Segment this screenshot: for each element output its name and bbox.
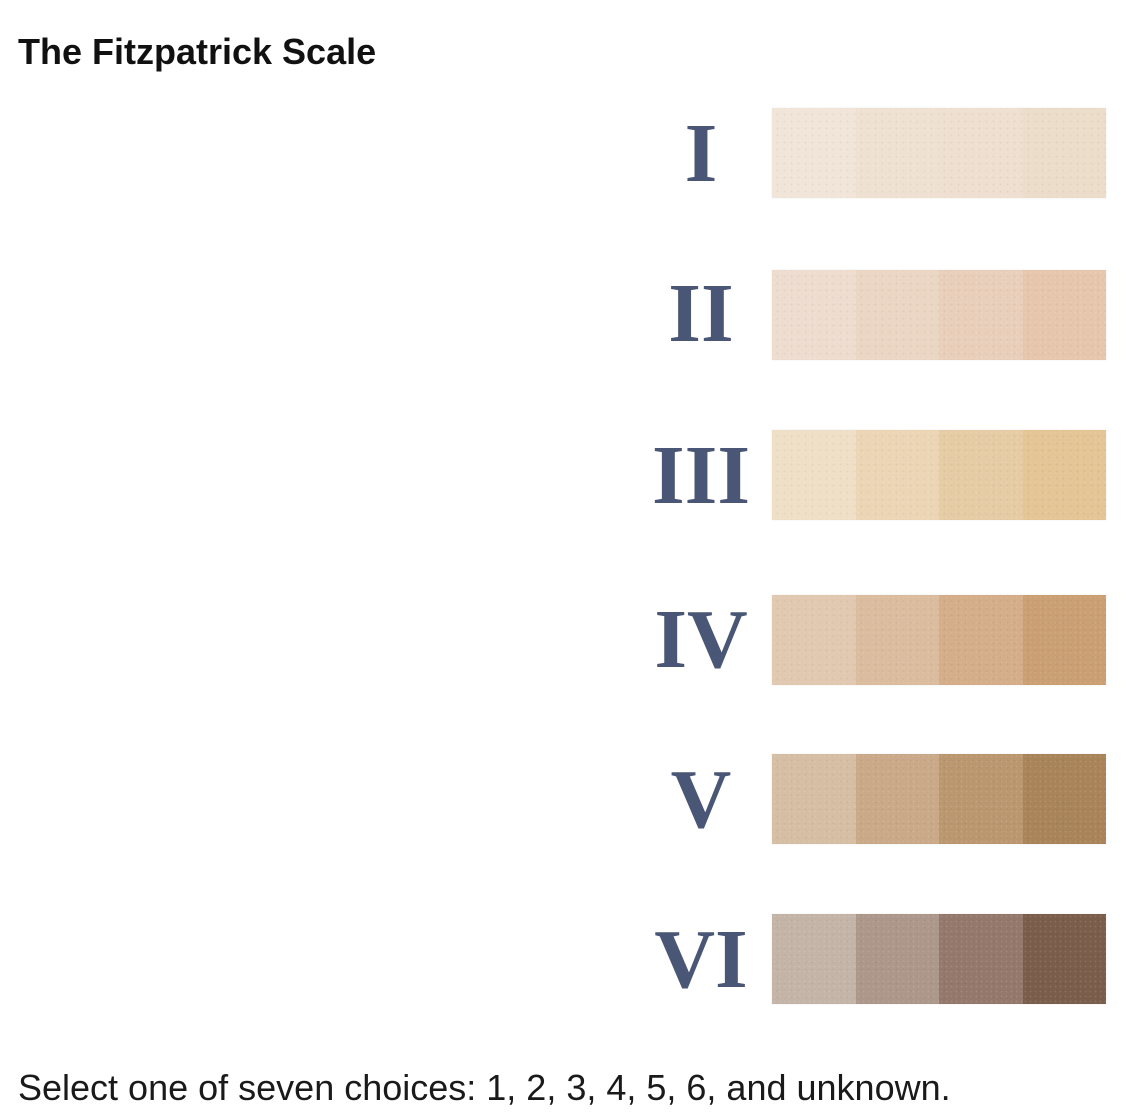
swatch-cell [855, 595, 939, 685]
swatch-cell [1022, 430, 1106, 520]
swatch-cell [1022, 108, 1106, 198]
skin-tone-swatch [772, 595, 1106, 685]
swatch-cell [1022, 270, 1106, 360]
swatch-cell [855, 430, 939, 520]
swatch-cell [939, 754, 1023, 844]
skin-tone-swatch [772, 108, 1106, 198]
scale-row-type-3: III [640, 428, 1110, 524]
swatch-cell [939, 595, 1023, 685]
swatch-cell [772, 754, 856, 844]
scale-row-type-4: IV [640, 592, 1110, 688]
scale-row-type-1: I [640, 106, 1110, 202]
scale-row-type-5: V [640, 752, 1110, 848]
swatch-cell [772, 270, 856, 360]
swatch-cell [939, 914, 1023, 1004]
swatch-cell [1022, 754, 1106, 844]
swatch-cell [855, 270, 939, 360]
type-numeral: V [670, 753, 732, 846]
skin-tone-swatch [772, 270, 1106, 360]
skin-tone-swatch [772, 914, 1106, 1004]
swatch-cell [939, 108, 1023, 198]
scale-row-type-2: II [640, 266, 1110, 362]
swatch-cell [939, 270, 1023, 360]
skin-tone-swatch [772, 430, 1106, 520]
type-numeral: VI [654, 913, 748, 1006]
page-title: The Fitzpatrick Scale [18, 31, 377, 72]
swatch-cell [1022, 595, 1106, 685]
swatch-cell [855, 754, 939, 844]
fitzpatrick-scale: I II III IV [640, 0, 1120, 1040]
swatch-cell [772, 108, 856, 198]
swatch-cell [772, 914, 856, 1004]
type-numeral: III [651, 429, 751, 522]
skin-tone-swatch [772, 754, 1106, 844]
swatch-cell [855, 914, 939, 1004]
instruction-caption: Select one of seven choices: 1, 2, 3, 4,… [18, 1067, 951, 1108]
type-numeral: II [668, 267, 734, 360]
swatch-cell [772, 595, 856, 685]
swatch-cell [939, 430, 1023, 520]
scale-row-type-6: VI [640, 912, 1110, 1008]
swatch-cell [772, 430, 856, 520]
type-numeral: I [684, 107, 718, 200]
swatch-cell [1022, 914, 1106, 1004]
swatch-cell [855, 108, 939, 198]
type-numeral: IV [654, 593, 748, 686]
